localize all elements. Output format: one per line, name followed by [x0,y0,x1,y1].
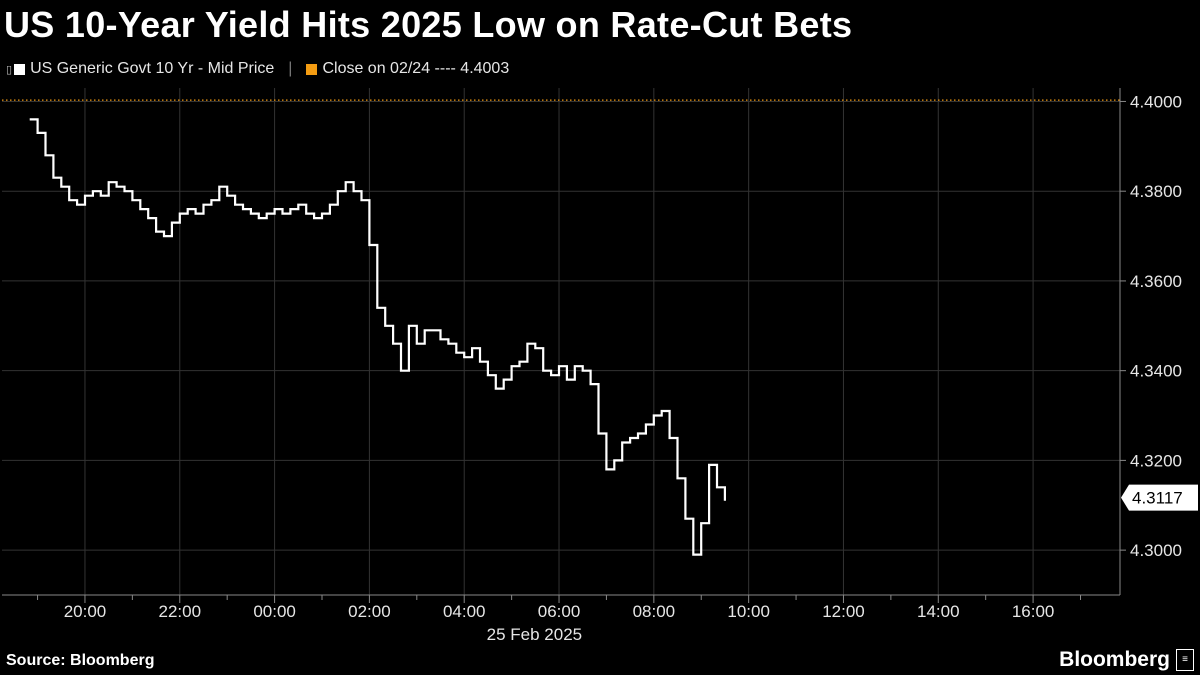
close-swatch [306,63,318,75]
x-tick-label: 04:00 [443,602,486,621]
menu-icon[interactable]: ≡ [1176,649,1194,671]
chart-legend: ▯ US Generic Govt 10 Yr - Mid Price | Cl… [6,60,523,78]
x-tick-label: 02:00 [348,602,391,621]
y-tick-label: 4.3600 [1130,272,1182,291]
x-tick-label: 00:00 [253,602,296,621]
legend-series-label: US Generic Govt 10 Yr - Mid Price [30,60,275,77]
legend-toggle-icon[interactable]: ▯ [6,63,13,76]
chart-title: US 10-Year Yield Hits 2025 Low on Rate-C… [4,4,853,45]
y-tick-label: 4.4000 [1130,92,1182,111]
y-tick-label: 4.3200 [1130,451,1182,470]
legend-item-series[interactable]: US Generic Govt 10 Yr - Mid Price [14,60,274,78]
last-value-label: 4.3117 [1132,489,1183,508]
x-tick-label: 08:00 [633,602,676,621]
x-tick-label: 10:00 [727,602,770,621]
y-tick-label: 4.3000 [1130,541,1182,560]
legend-item-close[interactable]: Close on 02/24 ---- 4.4003 [306,60,509,78]
last-value-tag [1121,484,1198,511]
source-note: Source: Bloomberg [6,652,155,669]
series-line [29,118,726,556]
brand-logo: Bloomberg [1059,648,1170,671]
y-tick-label: 4.3400 [1130,362,1182,381]
x-tick-label: 20:00 [64,602,107,621]
legend-separator: | [288,60,293,77]
x-tick-label: 14:00 [917,602,960,621]
x-axis-title: 25 Feb 2025 [487,625,582,644]
x-tick-label: 22:00 [159,602,202,621]
x-tick-label: 06:00 [538,602,581,621]
x-tick-label: 12:00 [822,602,865,621]
x-tick-label: 16:00 [1012,602,1055,621]
y-tick-label: 4.3800 [1130,182,1182,201]
legend-close-label: Close on 02/24 ---- 4.4003 [322,60,510,77]
series-swatch [14,63,26,75]
